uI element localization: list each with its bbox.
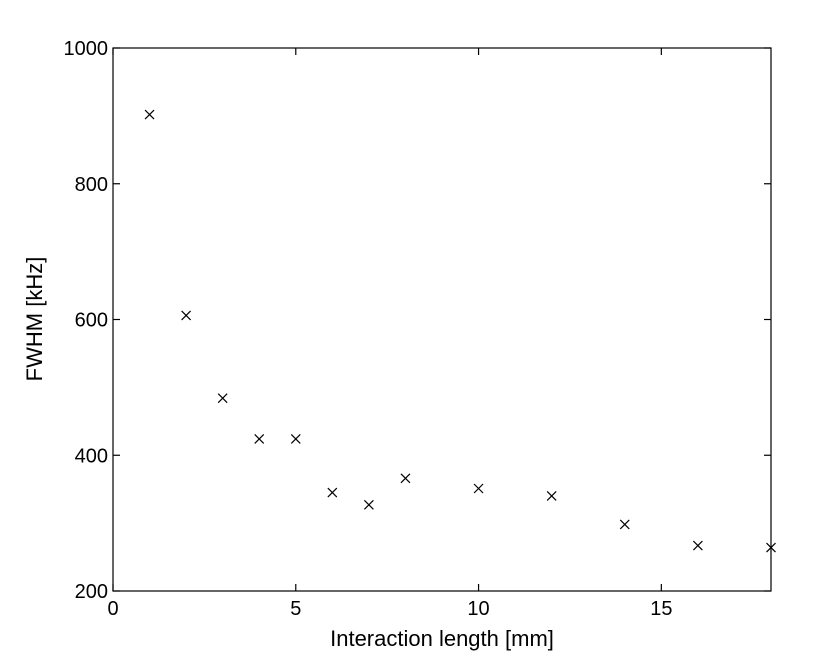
x-tick-label: 5 — [290, 598, 301, 620]
tick-labels: 0 5 10 15 200 400 600 800 1000 — [64, 38, 673, 620]
plot-frame — [112, 47, 772, 592]
x-tick-label: 10 — [467, 598, 489, 620]
y-tick-label: 1000 — [64, 38, 109, 60]
data-markers — [144, 109, 776, 553]
data-point — [363, 499, 374, 510]
x-axis-title: Interaction length [mm] — [330, 626, 554, 651]
y-tick-label: 400 — [75, 445, 108, 467]
y-tick-label: 800 — [75, 174, 108, 196]
data-point — [400, 473, 411, 484]
data-point — [619, 519, 630, 530]
data-point — [766, 542, 776, 553]
y-tick-label: 200 — [75, 581, 108, 603]
data-point — [327, 487, 338, 498]
data-point — [181, 310, 192, 321]
data-point — [144, 109, 155, 120]
x-tick-label: 15 — [650, 598, 672, 620]
y-tick-label: 600 — [75, 310, 108, 332]
y-axis-title: FWHM [kHz] — [22, 257, 47, 382]
data-point — [546, 491, 557, 501]
data-point — [290, 434, 301, 444]
data-point — [473, 483, 484, 494]
data-point — [254, 434, 265, 444]
axis-ticks — [112, 47, 771, 592]
data-point — [692, 540, 703, 551]
data-point — [217, 393, 228, 404]
x-tick-label: 0 — [107, 598, 118, 620]
